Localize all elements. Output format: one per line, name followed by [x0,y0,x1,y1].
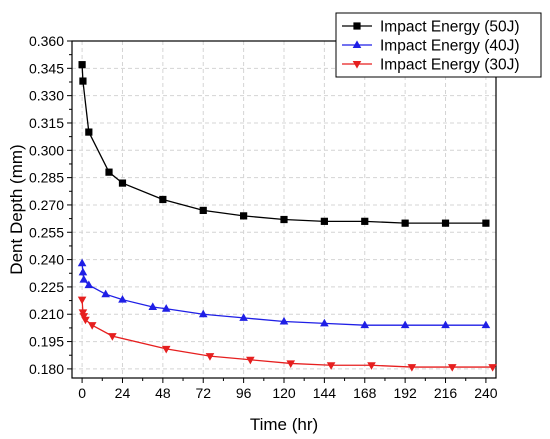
legend-label: Impact Energy (40J) [380,38,520,55]
x-tick-label: 192 [393,385,417,401]
legend: Impact Energy (50J) Impact Energy (40J) Im… [335,12,542,78]
series-line [81,64,486,224]
axis-ticks: 0 24 48 72 96 120 144 168 192 216 240 0.180 0.195 0.2… [29,33,498,401]
data-point [407,364,417,372]
x-tick-label: 48 [155,385,171,401]
series-2 [77,258,491,329]
data-point [401,219,409,227]
data-point [79,275,89,283]
y-tick-label: 0.285 [29,170,64,186]
x-tick-label: 168 [353,385,377,401]
series-1 [78,61,490,227]
data-point [108,333,117,341]
data-point [199,206,207,215]
y-tick-label: 0.195 [29,334,64,350]
y-tick-label: 0.300 [29,142,64,158]
x-tick-label: 72 [195,385,211,401]
series-line [81,299,493,368]
data-point [326,362,336,370]
x-tick-label: 24 [115,385,131,401]
data-point [81,316,90,325]
legend-marker [353,22,361,30]
series-3 [77,296,497,372]
y-tick-label: 0.240 [29,252,64,268]
data-point [400,320,410,329]
data-point [79,77,87,85]
data-point [240,212,248,220]
data-point [118,295,127,303]
legend-item: Impact Energy (50J) [342,19,520,36]
data-point [481,320,491,329]
y-tick-label: 0.255 [29,224,64,240]
data-point [101,289,110,298]
y-axis-title: Dent Depth (mm) [7,144,26,274]
data-point [441,320,450,329]
data-point [105,168,113,176]
y-tick-label: 0.345 [29,60,64,76]
data-point [77,258,87,267]
data-point [84,280,94,289]
data-series [77,61,497,372]
data-point [441,219,450,227]
data-point [205,353,215,361]
y-tick-label: 0.360 [29,33,64,49]
grid [72,40,496,378]
data-point [246,356,255,365]
legend-marker [352,61,362,69]
data-point [87,322,97,330]
legend-label: Impact Energy (30J) [380,57,520,74]
data-point [239,313,248,321]
y-tick-label: 0.225 [29,279,64,295]
data-point [78,61,86,69]
data-point [361,217,369,225]
legend-label: Impact Energy (50J) [380,19,520,36]
data-point [482,219,490,227]
x-tick-label: 120 [272,385,296,401]
data-point [161,345,171,354]
y-tick-label: 0.210 [29,306,64,322]
data-point [198,309,208,318]
x-tick-label: 0 [78,385,86,401]
x-tick-label: 96 [236,385,252,401]
data-point [320,318,329,327]
legend-marker [352,40,362,48]
data-point [78,267,88,276]
data-point [159,195,167,204]
x-tick-label: 240 [474,385,498,401]
data-point [320,217,328,225]
legend-item: Impact Energy (30J) [342,57,520,74]
data-point [280,215,288,224]
x-tick-label: 216 [434,385,458,401]
x-tick-label: 144 [313,385,337,401]
data-point [367,362,376,370]
y-tick-label: 0.315 [29,115,64,131]
x-axis-title: Time (hr) [250,415,318,434]
legend-item: Impact Energy (40J) [342,38,520,55]
data-point [148,302,158,310]
y-tick-label: 0.330 [29,88,64,104]
data-point [118,179,127,187]
data-point [447,364,457,372]
data-point [85,128,93,136]
data-point [360,320,370,329]
data-point [279,316,289,325]
data-point [286,360,296,369]
data-point [161,304,171,312]
data-point [488,364,497,372]
data-point [77,296,87,305]
y-tick-label: 0.270 [29,197,64,213]
y-tick-label: 0.180 [29,361,64,377]
